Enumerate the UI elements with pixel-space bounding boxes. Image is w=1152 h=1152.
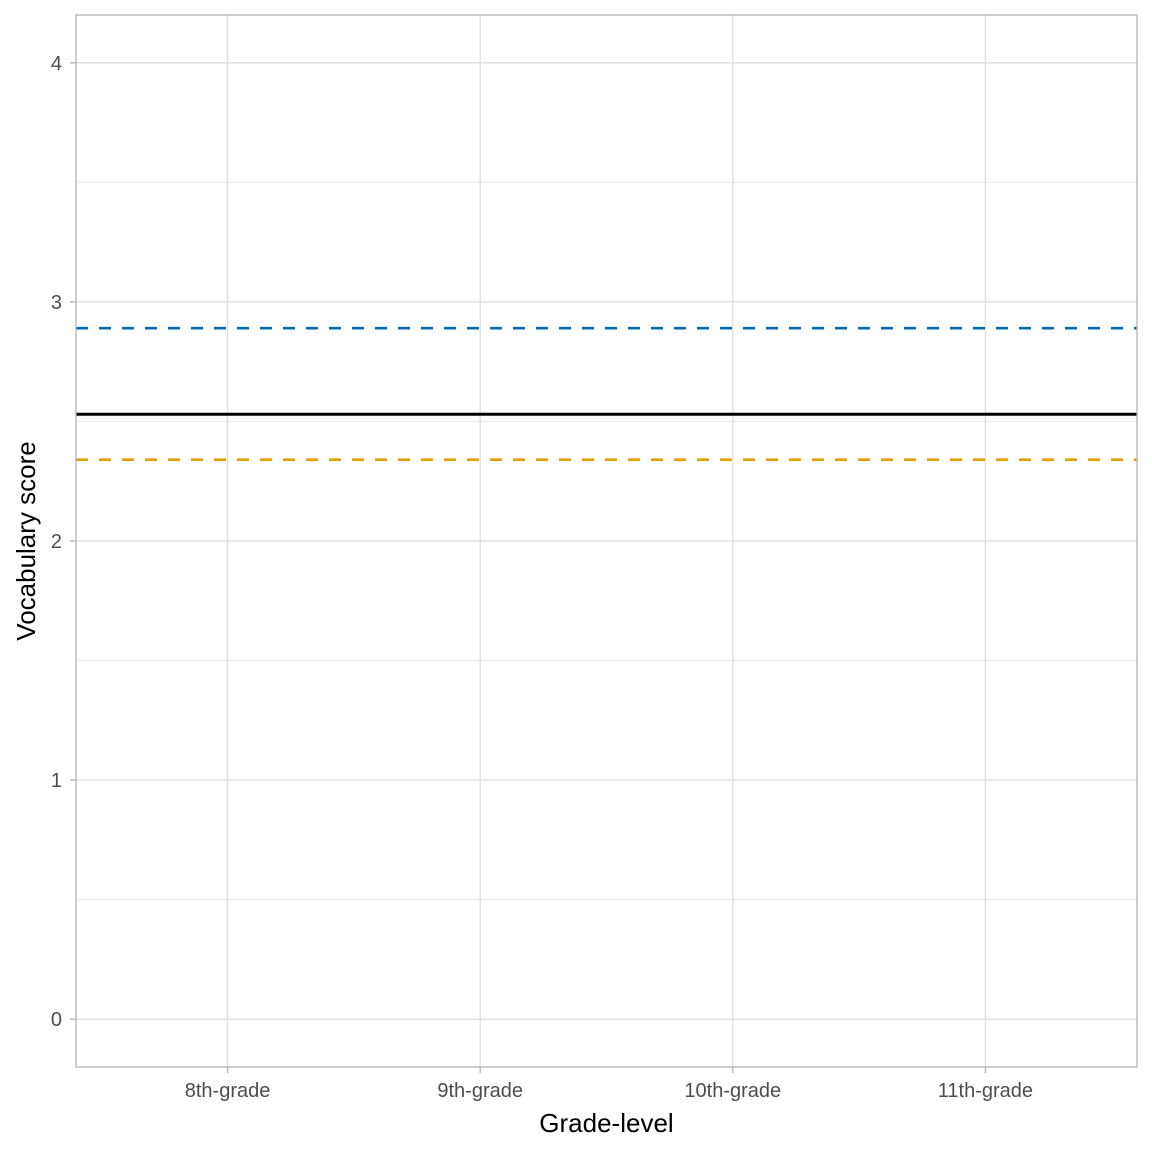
x-axis-title: Grade-level xyxy=(539,1108,673,1138)
x-tick-label: 11th-grade xyxy=(938,1080,1033,1102)
x-tick-label: 9th-grade xyxy=(437,1080,523,1102)
y-tick-label: 3 xyxy=(51,292,62,314)
x-tick-label: 10th-grade xyxy=(684,1080,781,1102)
y-tick-label: 1 xyxy=(51,770,62,792)
y-tick-label: 0 xyxy=(51,1009,62,1031)
y-axis-title: Vocabulary score xyxy=(11,441,41,640)
y-tick-label: 4 xyxy=(51,53,62,75)
y-tick-label: 2 xyxy=(51,531,62,553)
x-tick-label: 8th-grade xyxy=(185,1080,271,1102)
